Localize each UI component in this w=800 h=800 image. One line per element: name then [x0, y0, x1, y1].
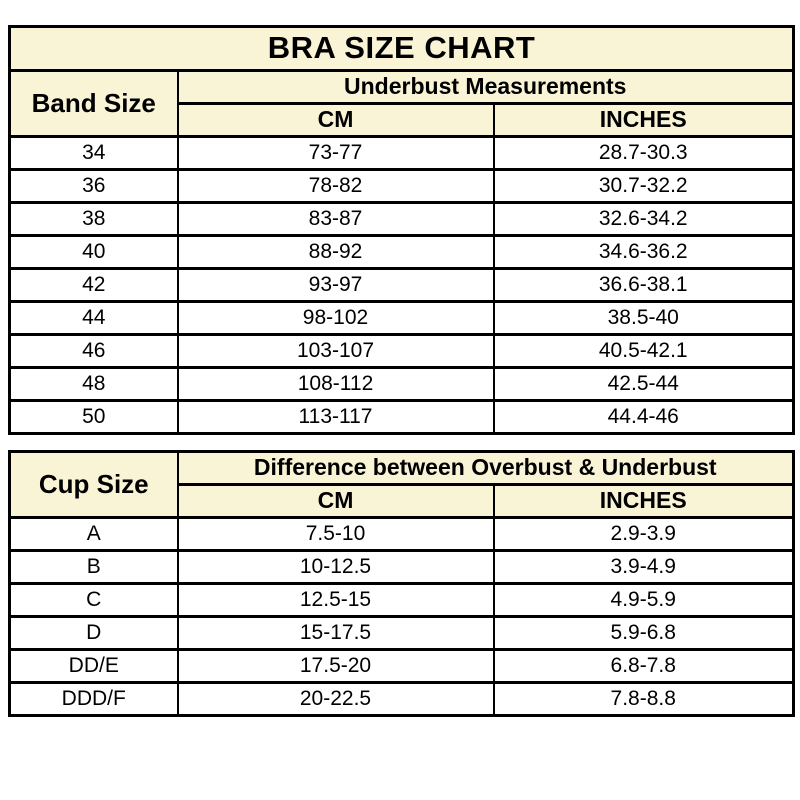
band-size-cell: 36: [8, 168, 179, 204]
band-cm-header: CM: [176, 102, 495, 138]
band-inches-cell: 30.7-32.2: [492, 168, 795, 204]
band-size-cell: 42: [8, 267, 179, 303]
table-row: 44 98-102 38.5-40: [8, 300, 795, 336]
band-cm-cell: 88-92: [176, 234, 495, 270]
table-row: 38 83-87 32.6-34.2: [8, 201, 795, 237]
band-cm-cell: 108-112: [176, 366, 495, 402]
cup-size-cell: D: [8, 615, 179, 651]
band-size-cell: 34: [8, 135, 179, 171]
underbust-measurements-header: Underbust Measurements: [176, 69, 795, 105]
group-header-row: Cup Size Difference between Overbust & U…: [8, 450, 795, 519]
cup-size-cell: A: [8, 516, 179, 552]
table-row: 42 93-97 36.6-38.1: [8, 267, 795, 303]
cup-cm-cell: 12.5-15: [176, 582, 495, 618]
table-row: 50 113-117 44.4-46: [8, 399, 795, 435]
table-row: A 7.5-10 2.9-3.9: [8, 516, 795, 552]
table-row: 34 73-77 28.7-30.3: [8, 135, 795, 171]
table-row: 48 108-112 42.5-44: [8, 366, 795, 402]
band-cm-cell: 98-102: [176, 300, 495, 336]
table-row: D 15-17.5 5.9-6.8: [8, 615, 795, 651]
band-size-cell: 48: [8, 366, 179, 402]
band-inches-cell: 44.4-46: [492, 399, 795, 435]
cup-size-cell: C: [8, 582, 179, 618]
bra-size-chart: BRA SIZE CHART Band Size Underbust Measu…: [8, 25, 795, 717]
cup-size-cell: DDD/F: [8, 681, 179, 717]
cup-cm-cell: 15-17.5: [176, 615, 495, 651]
cup-size-cell: B: [8, 549, 179, 585]
cup-cm-cell: 20-22.5: [176, 681, 495, 717]
table-row: 40 88-92 34.6-36.2: [8, 234, 795, 270]
difference-header: Difference between Overbust & Underbust: [176, 450, 795, 486]
band-size-cell: 38: [8, 201, 179, 237]
cup-cm-cell: 7.5-10: [176, 516, 495, 552]
column-header-row: CM INCHES: [10, 102, 795, 138]
table-row: DDD/F 20-22.5 7.8-8.8: [8, 681, 795, 717]
band-cm-cell: 113-117: [176, 399, 495, 435]
cup-inches-cell: 4.9-5.9: [492, 582, 795, 618]
cup-size-cell: DD/E: [8, 648, 179, 684]
band-inches-cell: 40.5-42.1: [492, 333, 795, 369]
cup-inches-header: INCHES: [492, 483, 795, 519]
table-row: 36 78-82 30.7-32.2: [8, 168, 795, 204]
band-inches-cell: 34.6-36.2: [492, 234, 795, 270]
band-size-cell: 40: [8, 234, 179, 270]
cup-cm-cell: 17.5-20: [176, 648, 495, 684]
title-row: BRA SIZE CHART: [8, 25, 795, 72]
column-header-row: CM INCHES: [10, 483, 795, 519]
table-row: DD/E 17.5-20 6.8-7.8: [8, 648, 795, 684]
band-size-header: Band Size: [8, 69, 179, 138]
band-inches-cell: 38.5-40: [492, 300, 795, 336]
cup-inches-cell: 2.9-3.9: [492, 516, 795, 552]
cup-size-table: Cup Size Difference between Overbust & U…: [8, 450, 795, 717]
band-inches-cell: 32.6-34.2: [492, 201, 795, 237]
cup-cm-cell: 10-12.5: [176, 549, 495, 585]
page-title: BRA SIZE CHART: [8, 25, 795, 72]
table-row: C 12.5-15 4.9-5.9: [8, 582, 795, 618]
band-cm-cell: 93-97: [176, 267, 495, 303]
table-row: B 10-12.5 3.9-4.9: [8, 549, 795, 585]
cup-inches-cell: 3.9-4.9: [492, 549, 795, 585]
band-inches-header: INCHES: [492, 102, 795, 138]
band-inches-cell: 36.6-38.1: [492, 267, 795, 303]
band-size-cell: 50: [8, 399, 179, 435]
band-cm-cell: 78-82: [176, 168, 495, 204]
band-cm-cell: 83-87: [176, 201, 495, 237]
band-inches-cell: 28.7-30.3: [492, 135, 795, 171]
cup-size-header: Cup Size: [8, 450, 179, 519]
band-size-cell: 46: [8, 333, 179, 369]
band-inches-cell: 42.5-44: [492, 366, 795, 402]
cup-inches-cell: 5.9-6.8: [492, 615, 795, 651]
cup-inches-cell: 6.8-7.8: [492, 648, 795, 684]
band-cm-cell: 103-107: [176, 333, 495, 369]
cup-inches-cell: 7.8-8.8: [492, 681, 795, 717]
group-header-row: Band Size Underbust Measurements: [8, 69, 795, 138]
band-size-cell: 44: [8, 300, 179, 336]
cup-cm-header: CM: [176, 483, 495, 519]
table-row: 46 103-107 40.5-42.1: [8, 333, 795, 369]
band-cm-cell: 73-77: [176, 135, 495, 171]
band-size-table: BRA SIZE CHART Band Size Underbust Measu…: [8, 25, 795, 435]
